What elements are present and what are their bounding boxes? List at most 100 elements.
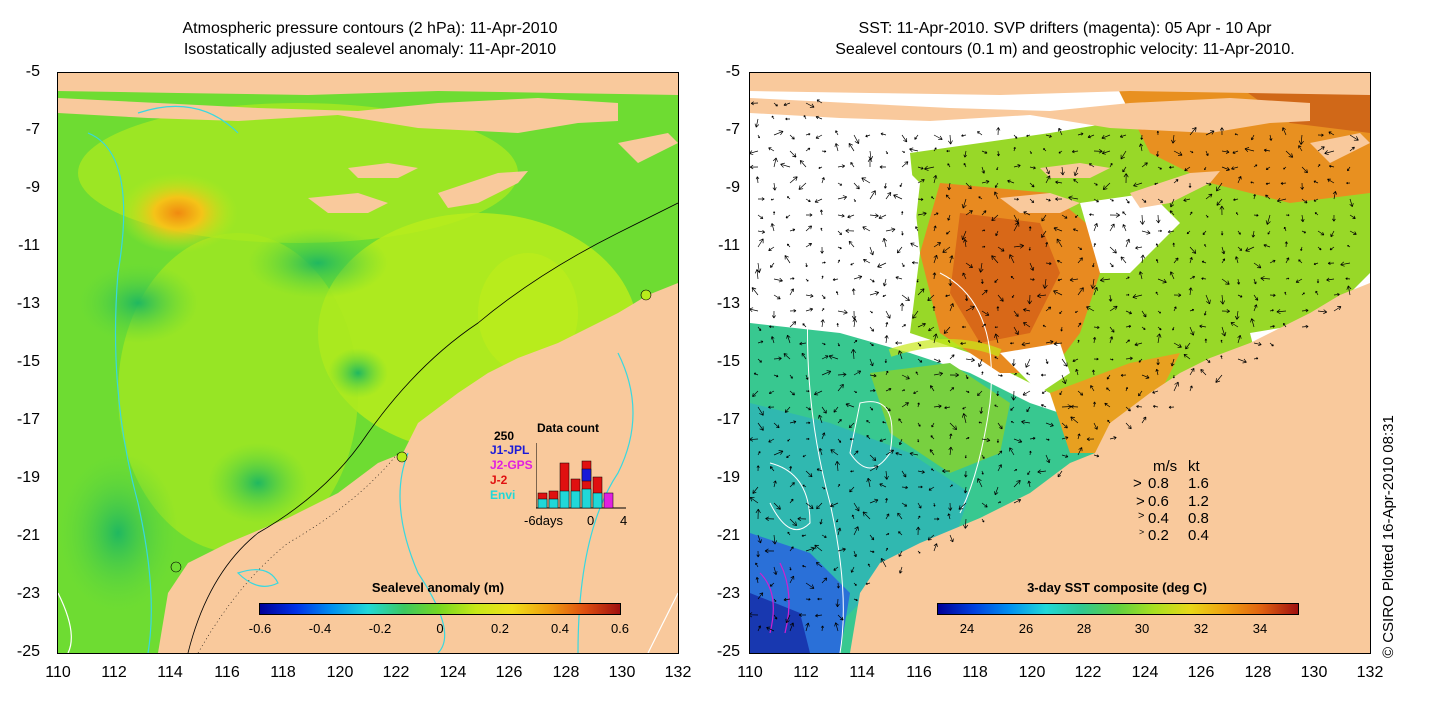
velocity-arrow bbox=[1058, 150, 1063, 154]
velocity-arrow bbox=[1013, 479, 1021, 488]
velocity-arrow bbox=[1013, 438, 1023, 444]
velocity-arrow bbox=[885, 406, 891, 412]
inset-mission-j2gps: J2-GPS bbox=[490, 458, 533, 472]
right-colorbar bbox=[937, 603, 1299, 615]
velocity-arrow bbox=[1120, 150, 1127, 160]
velocity-arrow bbox=[1253, 357, 1259, 360]
velocity-arrow bbox=[837, 309, 848, 315]
velocity-arrow bbox=[1157, 326, 1162, 331]
velocity-arrow bbox=[1157, 229, 1163, 233]
velocity-arrow bbox=[895, 276, 903, 280]
velocity-arrow bbox=[1122, 166, 1127, 173]
velocity-arrow bbox=[869, 550, 875, 553]
velocity-arrow bbox=[1156, 214, 1161, 224]
velocity-arrow bbox=[848, 240, 855, 248]
velocity-arrow bbox=[845, 402, 855, 408]
velocity-arrow bbox=[1070, 404, 1079, 409]
velocity-arrow bbox=[1122, 224, 1127, 232]
velocity-arrow bbox=[869, 498, 879, 504]
inset-mission-j1: J1-JPL bbox=[490, 443, 530, 457]
velocity-arrow bbox=[1061, 358, 1068, 367]
velocity-arrow bbox=[949, 433, 953, 440]
velocity-arrow bbox=[770, 223, 775, 232]
velocity-arrow bbox=[1045, 241, 1049, 248]
velocity-arrow bbox=[1013, 498, 1022, 504]
velocity-arrow bbox=[845, 228, 855, 234]
velocity-arrow bbox=[853, 526, 859, 536]
velocity-arrow bbox=[1109, 326, 1115, 333]
velocity-arrow bbox=[958, 502, 967, 510]
velocity-arrow bbox=[1140, 134, 1144, 140]
velocity-arrow bbox=[869, 465, 879, 472]
velocity-arrow bbox=[918, 485, 923, 489]
velocity-arrow bbox=[805, 622, 810, 632]
velocity-arrow bbox=[901, 230, 904, 236]
velocity-arrow bbox=[1220, 230, 1224, 236]
left-colorbar bbox=[259, 603, 621, 615]
velocity-arrow bbox=[1205, 193, 1213, 200]
velocity-arrow bbox=[1026, 134, 1031, 137]
velocity-arrow bbox=[882, 278, 887, 287]
velocity-arrow bbox=[1276, 309, 1287, 315]
velocity-arrow bbox=[1045, 438, 1050, 441]
velocity-arrow bbox=[930, 435, 935, 440]
velocity-arrow bbox=[1265, 214, 1271, 225]
velocity-arrow bbox=[949, 387, 955, 392]
velocity-arrow bbox=[1313, 198, 1319, 202]
velocity-arrow bbox=[819, 209, 823, 216]
velocity-arrow bbox=[1234, 133, 1239, 136]
velocity-arrow bbox=[865, 582, 871, 586]
velocity-arrow bbox=[1301, 292, 1305, 296]
velocity-arrow bbox=[917, 502, 922, 509]
velocity-arrow bbox=[1340, 261, 1351, 267]
velocity-arrow bbox=[1173, 306, 1177, 312]
velocity-arrow bbox=[851, 310, 857, 320]
velocity-arrow bbox=[1073, 228, 1079, 232]
velocity-arrow bbox=[869, 278, 875, 283]
left-map[interactable]: 250 Data count J1-JPL J2-GPS J-2 Envi -6… bbox=[57, 72, 679, 654]
left-map-svg bbox=[58, 73, 678, 653]
velocity-arrow bbox=[963, 163, 967, 168]
velocity-arrow bbox=[898, 531, 903, 536]
velocity-arrow bbox=[1167, 230, 1175, 234]
right-colorbar-label: 3-day SST composite (deg C) bbox=[1027, 580, 1207, 595]
velocity-arrow bbox=[947, 163, 951, 168]
velocity-arrow bbox=[1059, 390, 1063, 396]
velocity-arrow bbox=[1170, 358, 1175, 367]
velocity-arrow bbox=[837, 182, 843, 186]
velocity-arrow bbox=[1263, 148, 1271, 152]
inset-title: Data count bbox=[537, 421, 600, 435]
velocity-arrow bbox=[913, 390, 919, 394]
velocity-arrow bbox=[783, 102, 791, 107]
velocity-arrow bbox=[1285, 277, 1290, 280]
velocity-arrow bbox=[901, 502, 908, 507]
velocity-arrow bbox=[1106, 374, 1111, 380]
lon-label: 128 bbox=[552, 664, 580, 681]
velocity-arrow bbox=[1172, 326, 1175, 331]
velocity-arrow bbox=[981, 323, 987, 328]
velocity-arrow bbox=[1071, 149, 1079, 154]
velocity-arrow bbox=[1329, 246, 1335, 251]
velocity-arrow bbox=[1326, 277, 1335, 282]
velocity-arrow bbox=[1221, 149, 1230, 154]
velocity-arrow bbox=[1013, 222, 1020, 232]
velocity-arrow bbox=[820, 227, 823, 232]
velocity-arrow bbox=[994, 404, 999, 408]
velocity-arrow bbox=[835, 130, 839, 136]
velocity-arrow bbox=[883, 182, 887, 189]
legend-ms: 0.4 bbox=[1148, 510, 1169, 527]
legend-ms: 0.2 bbox=[1148, 527, 1169, 544]
velocity-arrow bbox=[1011, 294, 1015, 298]
velocity-arrow bbox=[821, 577, 828, 584]
velocity-arrow bbox=[1157, 310, 1162, 314]
velocity-arrow bbox=[869, 454, 877, 461]
velocity-arrow bbox=[1029, 182, 1035, 188]
velocity-arrow bbox=[961, 230, 967, 241]
velocity-arrow bbox=[1021, 419, 1031, 425]
velocity-arrow bbox=[773, 566, 778, 575]
right-map[interactable]: m/s kt > 0.8 1.6 > 0.6 1.2 > 0.4 0.8 > 0… bbox=[749, 72, 1371, 654]
velocity-arrow bbox=[789, 374, 793, 379]
velocity-arrow bbox=[801, 534, 807, 537]
velocity-arrow bbox=[933, 134, 943, 141]
velocity-arrow bbox=[914, 134, 919, 140]
